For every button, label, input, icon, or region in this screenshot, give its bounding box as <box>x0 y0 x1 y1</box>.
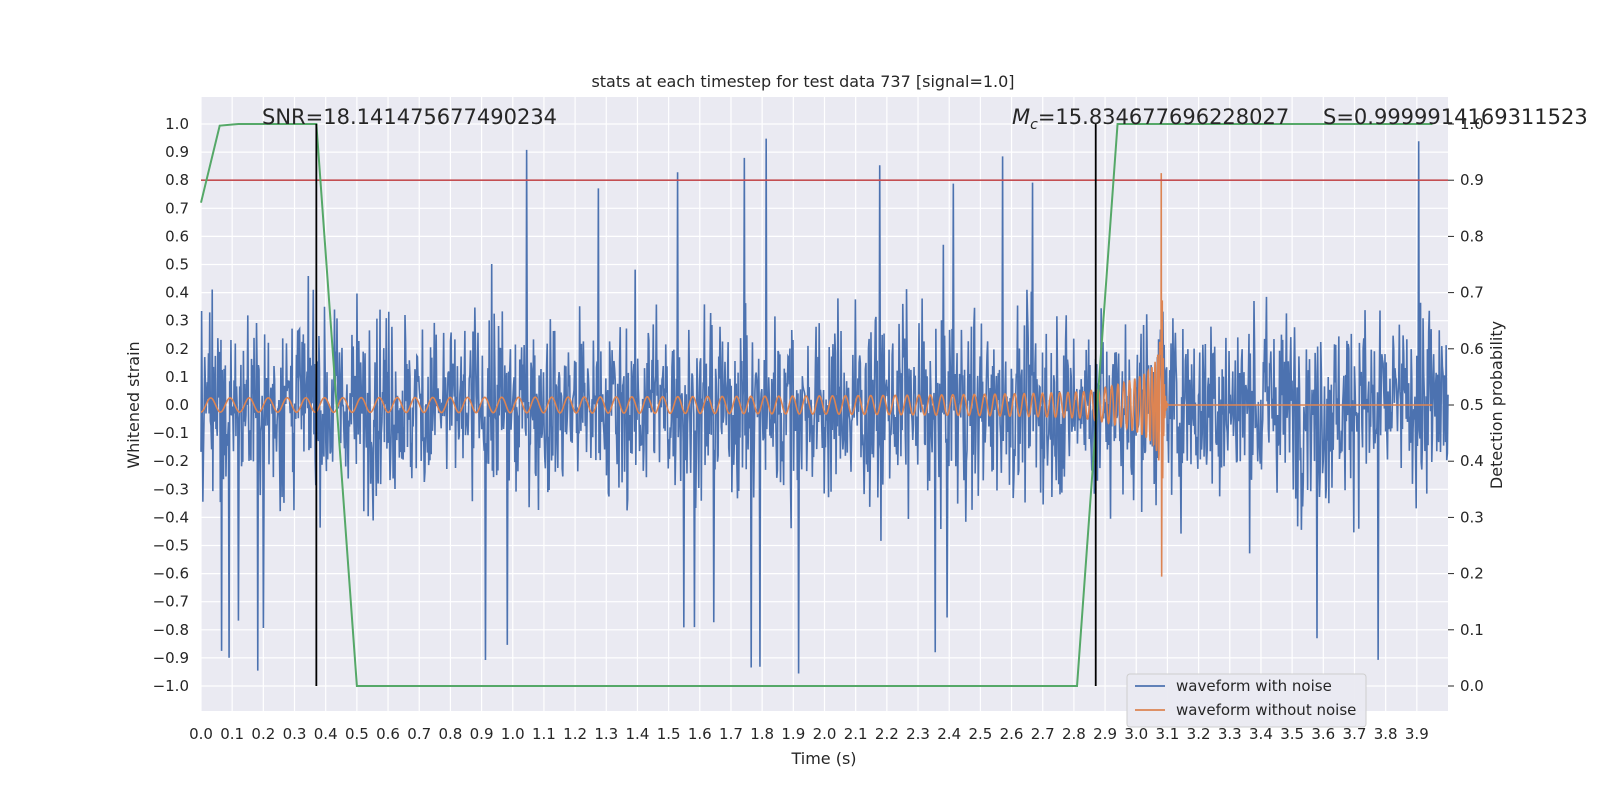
x-tick-label: 3.1 <box>1155 725 1179 743</box>
y-tick-label: 0.2 <box>165 340 189 358</box>
y2-tick-label: 0.4 <box>1460 452 1484 470</box>
x-tick-label: 1.2 <box>563 725 587 743</box>
y-tick-label: −0.9 <box>153 649 189 667</box>
y-tick-label: 0.5 <box>165 256 189 274</box>
x-tick-label: 1.4 <box>626 725 650 743</box>
x-tick-label: 1.3 <box>594 725 618 743</box>
x-tick-label: 2.2 <box>875 725 899 743</box>
y-tick-label: −0.3 <box>153 480 189 498</box>
x-tick-label: 1.5 <box>657 725 681 743</box>
y2-axis-ticks: 1.0 0.9 0.8 0.7 0.6 0.5 0.4 0.3 0.2 0.1 0.0 <box>1448 115 1484 695</box>
x-tick-label: 3.6 <box>1311 725 1335 743</box>
x-tick-label: 1.0 <box>501 725 525 743</box>
x-tick-label: 2.7 <box>1031 725 1055 743</box>
x-tick-label: 3.2 <box>1187 725 1211 743</box>
mc-annotation: Mc=15.834677696228027 <box>1012 105 1289 133</box>
y2-tick-label: 1.0 <box>1460 115 1484 133</box>
mc-symbol: M <box>1012 105 1030 129</box>
y-tick-label: 0.7 <box>165 199 189 217</box>
x-tick-label: 2.9 <box>1093 725 1117 743</box>
mc-value: =15.834677696228027 <box>1038 105 1289 129</box>
y-tick-label: 0.1 <box>165 368 189 386</box>
x-tick-label: 2.5 <box>968 725 992 743</box>
y-tick-label: 0.0 <box>165 396 189 414</box>
x-tick-label: 1.1 <box>532 725 556 743</box>
x-axis-label: Time (s) <box>790 749 856 768</box>
y-tick-label: 1.0 <box>165 115 189 133</box>
series-layer <box>200 123 1449 687</box>
y2-tick-label: 0.6 <box>1460 340 1484 358</box>
x-tick-label: 0.1 <box>220 725 244 743</box>
x-tick-label: 0.2 <box>251 725 275 743</box>
x-tick-label: 0.3 <box>283 725 307 743</box>
series-waveform-without-noise <box>200 173 1433 577</box>
snr-annotation: SNR=18.141475677490234 <box>262 105 557 129</box>
x-tick-label: 2.6 <box>1000 725 1024 743</box>
x-tick-label: 3.8 <box>1374 725 1398 743</box>
x-tick-label: 2.8 <box>1062 725 1086 743</box>
x-tick-label: 0.9 <box>470 725 494 743</box>
y-tick-label: −0.5 <box>153 537 189 555</box>
x-tick-label: 3.3 <box>1218 725 1242 743</box>
y-tick-label: −0.7 <box>153 593 189 611</box>
y-tick-label: −0.8 <box>153 621 189 639</box>
y2-tick-label: 0.0 <box>1460 677 1484 695</box>
y-tick-label: −0.1 <box>153 424 189 442</box>
y-tick-label: −0.4 <box>153 508 189 526</box>
x-tick-label: 3.5 <box>1280 725 1304 743</box>
y-tick-label: 0.3 <box>165 312 189 330</box>
x-tick-label: 3.9 <box>1405 725 1429 743</box>
y2-tick-label: 0.2 <box>1460 565 1484 583</box>
y-tick-label: 0.4 <box>165 284 189 302</box>
y-axis-ticks: 1.0 0.9 0.8 0.7 0.6 0.5 0.4 0.3 0.2 0.1 0.0 −0.1 −0.… <box>153 115 189 695</box>
x-tick-label: 0.8 <box>438 725 462 743</box>
x-tick-label: 3.7 <box>1343 725 1367 743</box>
s-annotation: S=0.9999914169311523 <box>1323 105 1588 129</box>
legend-label-with-noise: waveform with noise <box>1176 677 1332 695</box>
y2-tick-label: 0.5 <box>1460 396 1484 414</box>
y-tick-label: −1.0 <box>153 677 189 695</box>
x-tick-label: 0.0 <box>189 725 213 743</box>
chart-title: stats at each timestep for test data 737… <box>591 72 1014 91</box>
y2-tick-label: 0.1 <box>1460 621 1484 639</box>
x-tick-label: 1.8 <box>750 725 774 743</box>
x-tick-label: 0.7 <box>407 725 431 743</box>
x-axis-ticks: 0.0 0.1 0.2 0.3 0.4 0.5 0.6 0.7 0.8 0.9 1.0 1.1 1.2 1… <box>189 725 1429 743</box>
legend-label-without-noise: waveform without noise <box>1176 701 1356 719</box>
y2-axis-label: Detection probability <box>1487 321 1506 489</box>
y2-tick-label: 0.3 <box>1460 508 1484 526</box>
y2-tick-label: 0.8 <box>1460 227 1484 245</box>
x-tick-label: 0.5 <box>345 725 369 743</box>
x-tick-label: 1.9 <box>781 725 805 743</box>
y-tick-label: 0.8 <box>165 171 189 189</box>
y2-tick-label: 0.7 <box>1460 284 1484 302</box>
x-tick-label: 2.3 <box>906 725 930 743</box>
x-tick-label: 0.6 <box>376 725 400 743</box>
y-tick-label: 0.6 <box>165 227 189 245</box>
mc-subscript: c <box>1030 117 1038 133</box>
series-detection-probability <box>200 123 1433 687</box>
x-tick-label: 2.0 <box>813 725 837 743</box>
x-tick-label: 0.4 <box>314 725 338 743</box>
legend-box <box>1126 673 1367 728</box>
y-tick-label: 0.9 <box>165 143 189 161</box>
legend: waveform with noise waveform without noi… <box>1126 673 1367 728</box>
y2-tick-label: 0.9 <box>1460 171 1484 189</box>
x-tick-label: 2.4 <box>937 725 961 743</box>
x-tick-label: 3.4 <box>1249 725 1273 743</box>
x-tick-label: 3.0 <box>1124 725 1148 743</box>
y-axis-label: Whitened strain <box>124 341 143 468</box>
x-tick-label: 2.1 <box>844 725 868 743</box>
y-tick-label: −0.2 <box>153 452 189 470</box>
x-tick-label: 1.7 <box>719 725 743 743</box>
y-tick-label: −0.6 <box>153 565 189 583</box>
x-tick-label: 1.6 <box>688 725 712 743</box>
